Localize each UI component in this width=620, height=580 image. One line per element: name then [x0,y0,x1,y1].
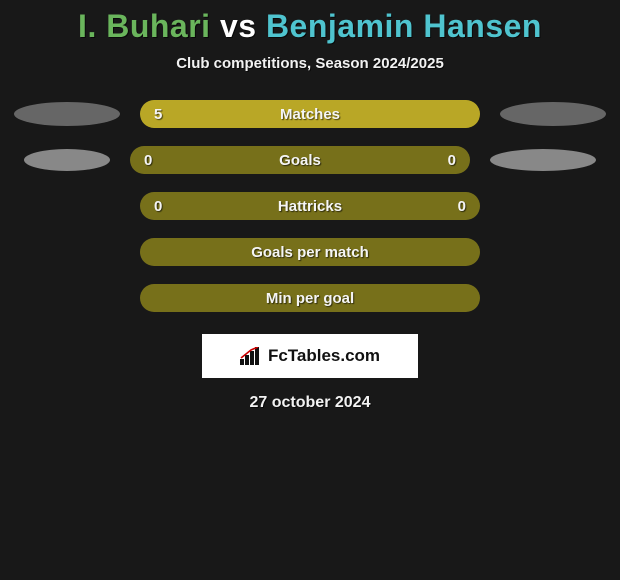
title-player2: Benjamin Hansen [266,8,542,44]
left-ellipse [14,102,120,126]
right-ellipse [490,149,596,171]
left-ellipse [24,149,110,171]
stat-bar: 00Goals [130,146,470,174]
stat-row: 00Hattricks [0,192,620,220]
logo-text: FcTables.com [268,346,380,366]
stat-row: 00Goals [0,146,620,174]
stat-bar: 00Hattricks [140,192,480,220]
stat-row: Min per goal [0,284,620,312]
bar-label: Hattricks [140,192,480,220]
stat-row: 5Matches [0,100,620,128]
subtitle: Club competitions, Season 2024/2025 [0,55,620,72]
bar-label: Goals [130,146,470,174]
stat-bar: Min per goal [140,284,480,312]
stat-row: Goals per match [0,238,620,266]
page-title: I. Buhari vs Benjamin Hansen [0,8,620,45]
date-text: 27 october 2024 [0,394,620,412]
bar-label: Goals per match [140,238,480,266]
stat-bar: 5Matches [140,100,480,128]
stat-rows: 5Matches 00Goals 00Hattricks Goals per matc… [0,100,620,312]
bar-label: Matches [140,100,480,128]
title-vs: vs [220,8,257,44]
title-player1: I. Buhari [78,8,211,44]
right-ellipse [500,102,606,126]
logo-box: FcTables.com [202,334,418,378]
bar-label: Min per goal [140,284,480,312]
fctables-logo-icon [240,347,262,365]
stat-bar: Goals per match [140,238,480,266]
comparison-infographic: I. Buhari vs Benjamin Hansen Club compet… [0,0,620,412]
